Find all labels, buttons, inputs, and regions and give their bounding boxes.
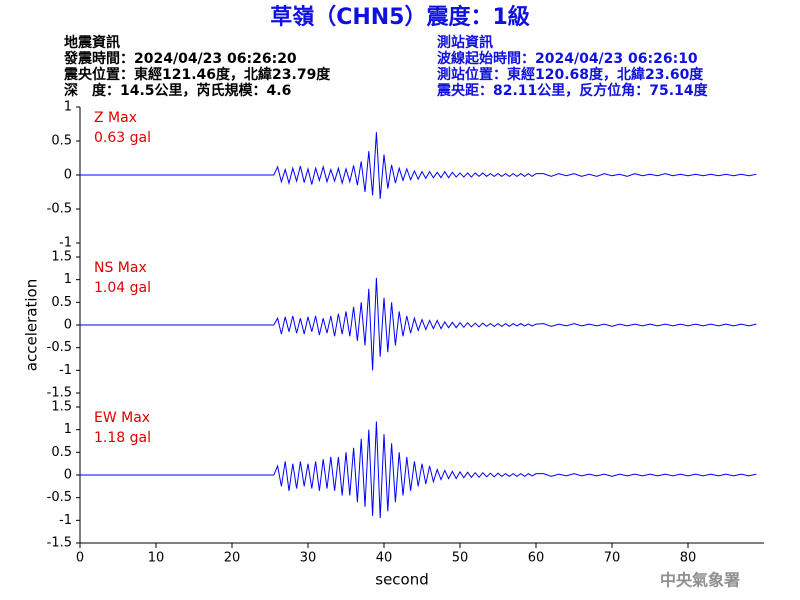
x-tick-label: 80	[680, 551, 697, 566]
panel-label: Z Max	[94, 110, 137, 126]
y-tick-label: -0.5	[47, 490, 72, 505]
x-tick-label: 70	[604, 551, 621, 566]
x-tick-label: 10	[148, 551, 165, 566]
y-tick-label: -0.5	[47, 340, 72, 355]
info-left: 發震時間：2024/04/23 06:26:20	[63, 50, 297, 67]
y-tick-label: 0	[64, 318, 72, 333]
chart-title: 草嶺（CHN5）震度：1級	[270, 4, 530, 30]
y-tick-label: 1.5	[51, 250, 72, 265]
y-tick-label: 1	[64, 272, 72, 287]
waveform	[80, 132, 757, 199]
y-tick-label: -0.5	[47, 202, 72, 217]
x-tick-label: 40	[376, 551, 393, 566]
x-tick-label: 0	[76, 551, 84, 566]
y-axis-label: acceleration	[23, 279, 41, 371]
x-tick-label: 50	[452, 551, 469, 566]
y-tick-label: 0	[64, 168, 72, 183]
y-tick-label: 0.5	[51, 134, 72, 149]
info-left: 震央位置：東經121.46度，北緯23.79度	[63, 66, 331, 83]
panel-max: 0.63 gal	[94, 130, 151, 146]
y-tick-label: -1	[59, 363, 72, 378]
y-tick-label: -1	[59, 236, 72, 251]
panel-label: EW Max	[94, 410, 150, 426]
y-tick-label: 1.5	[51, 400, 72, 415]
info-left: 深 度：14.5公里，芮氏規模：4.6	[64, 82, 291, 99]
panel-max: 1.18 gal	[94, 430, 151, 446]
info-right: 測站位置：東經120.68度，北緯23.60度	[437, 66, 704, 83]
info-right: 波線起始時間：2024/04/23 06:26:10	[437, 50, 698, 67]
info-right: 震央距：82.11公里，反方位角：75.14度	[436, 82, 709, 99]
x-tick-label: 20	[224, 551, 241, 566]
panel-max: 1.04 gal	[94, 280, 151, 296]
y-tick-label: 0.5	[51, 295, 72, 310]
y-tick-label: 1	[64, 422, 72, 437]
x-tick-label: 60	[528, 551, 545, 566]
waveform	[80, 421, 757, 519]
y-tick-label: 1	[64, 100, 72, 115]
panel-label: NS Max	[94, 260, 147, 276]
x-axis-label: second	[375, 571, 429, 589]
y-tick-label: 0	[64, 468, 72, 483]
y-tick-label: -1.5	[47, 536, 72, 551]
y-tick-label: 0.5	[51, 445, 72, 460]
y-tick-label: -1.5	[47, 386, 72, 401]
y-tick-label: -1	[59, 513, 72, 528]
x-tick-label: 30	[300, 551, 317, 566]
footer: 中央氣象署	[660, 571, 740, 590]
info-left: 地震資訊	[64, 34, 120, 51]
info-right: 測站資訊	[437, 34, 493, 51]
waveform	[80, 277, 757, 371]
